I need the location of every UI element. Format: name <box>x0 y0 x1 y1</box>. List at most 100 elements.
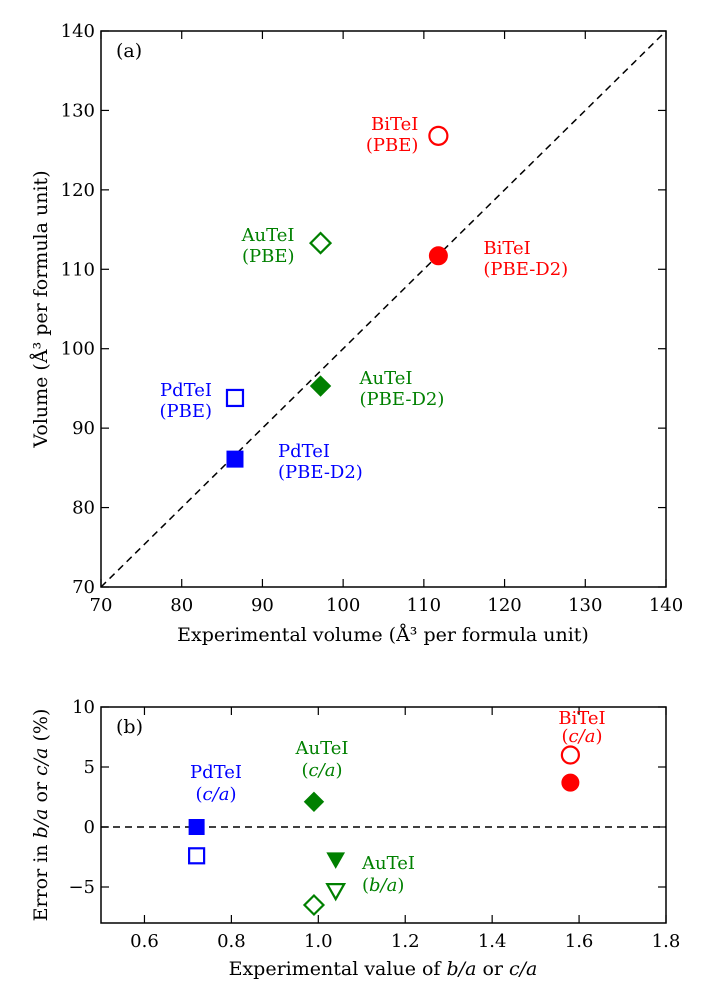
annotation-sub: (c/a) <box>196 784 237 805</box>
annotation-sub: (c/a) <box>562 726 603 747</box>
annotation-paren: ) <box>229 784 236 805</box>
point-bitei-pbe-d2 <box>428 246 448 266</box>
point-pdtei-c-a-pbe-d2 <box>188 819 205 835</box>
annotation: PdTeI (c/a) <box>190 762 242 805</box>
annotation-title: AuTeI <box>361 853 415 874</box>
panel-a-points <box>225 125 449 468</box>
panel-b-annotations: PdTeI (c/a)AuTeI (c/a)AuTeI (b/a)BiTeI (c/a) <box>190 708 606 896</box>
y-tick-label: 130 <box>61 100 95 121</box>
point-label: BiTeI (PBE-D2) <box>483 238 568 280</box>
x-tick-label: 0.8 <box>217 931 246 952</box>
point-label-line: AuTeI <box>241 225 295 246</box>
point-pdtei-pbe <box>225 388 245 408</box>
panel-a-frame <box>100 30 667 588</box>
point-pdtei-c-a-pbe <box>188 847 206 865</box>
y-tick-label: 10 <box>72 697 95 718</box>
point-label-line: PdTeI <box>278 441 330 462</box>
annotation-paren: ( <box>362 875 369 896</box>
annotation-paren: ) <box>397 875 404 896</box>
panel-b-points <box>188 745 580 917</box>
point-autei-b-a-pbe <box>325 882 347 902</box>
panel-b-x-label-part: Experimental value of <box>229 958 447 980</box>
panel-a-label: (a) <box>116 40 142 62</box>
annotation-ratio: c/a <box>309 760 336 781</box>
point-label-line: PdTeI <box>160 380 212 401</box>
panel-b-y-axis-label: Error in b/a or c/a (%) <box>30 709 52 922</box>
point-label: BiTeI (PBE) <box>366 114 419 156</box>
point-label: PdTeI (PBE-D2) <box>278 441 363 483</box>
panel-b-x-label-part: or <box>476 958 509 980</box>
point-bitei-c-a-pbe-d2 <box>561 773 580 792</box>
x-tick-label: 1.4 <box>478 931 507 952</box>
point-label-line: BiTeI <box>483 238 530 259</box>
panel-b-x-ticks: 0.6 0.8 1.0 1.2 1.4 1.6 1.8 <box>130 707 680 952</box>
point-label-line: (PBE-D2) <box>278 462 363 483</box>
panel-a-y-axis-label: Volume (Å³ per formula unit) <box>30 170 52 448</box>
point-autei-c-a-pbe-d2 <box>303 791 325 813</box>
annotation-ratio: b/a <box>369 875 397 896</box>
x-tick-label: 120 <box>487 595 521 616</box>
point-autei-pbe <box>308 231 333 255</box>
x-tick-label: 1.2 <box>391 931 420 952</box>
x-tick-label: 1.6 <box>565 931 594 952</box>
panel-b-label: (b) <box>116 716 143 738</box>
annotation-paren: ( <box>196 784 203 805</box>
x-tick-label: 140 <box>649 595 683 616</box>
point-label-line: (PBE-D2) <box>483 259 568 280</box>
point-label-line: BiTeI <box>371 114 418 135</box>
panel-a-x-ticks: 70 80 90 100 110 120 130 140 <box>90 31 683 616</box>
panel-a-y-ticks: 70 80 90 100 110 120 130 140 <box>61 21 666 598</box>
annotation-title: BiTeI <box>558 708 605 729</box>
x-tick-label: 0.6 <box>130 931 159 952</box>
panel-b-x-axis-label: Experimental value of b/a or c/a <box>229 958 538 980</box>
point-label: AuTeI (PBE) <box>241 225 295 267</box>
annotation-ratio: c/a <box>203 784 230 805</box>
panel-a-reference-line <box>100 30 667 588</box>
panel-b-y-label-part: c/a <box>30 748 52 776</box>
point-label: AuTeI (PBE-D2) <box>359 368 445 410</box>
y-tick-label: 140 <box>61 21 95 42</box>
annotation-title: PdTeI <box>190 762 242 783</box>
point-label-line: (PBE) <box>366 135 419 156</box>
y-tick-label: 110 <box>61 259 95 280</box>
point-label: PdTeI (PBE) <box>159 380 212 422</box>
y-tick-label: 100 <box>61 339 95 360</box>
y-tick-label: 120 <box>61 180 95 201</box>
panel-b-y-label-part: or <box>30 776 52 809</box>
y-tick-label: −5 <box>68 877 95 898</box>
point-pdtei-pbe-d2 <box>226 450 244 468</box>
panel-b-y-ticks: −5 0 5 10 <box>68 697 666 898</box>
panel-b-x-label-part: b/a <box>447 958 477 980</box>
annotation: AuTeI (c/a) <box>295 738 349 781</box>
panel-b-x-label-part: c/a <box>509 958 537 980</box>
x-tick-label: 110 <box>407 595 441 616</box>
point-label-line: (PBE) <box>242 246 295 267</box>
panel-a: 70 80 90 100 110 120 130 140 70 80 90 100 110 120 130… <box>30 21 683 646</box>
annotation-sub: (c/a) <box>302 760 343 781</box>
panel-b-y-label-part: (%) <box>30 709 52 748</box>
panel-b-y-label-part: b/a <box>30 809 52 839</box>
annotation-title: AuTeI <box>295 738 349 759</box>
x-tick-label: 80 <box>170 595 193 616</box>
y-tick-label: 0 <box>84 817 95 838</box>
y-tick-label: 80 <box>72 498 95 519</box>
annotation-paren: ) <box>335 760 342 781</box>
point-label-line: AuTeI <box>359 368 413 389</box>
point-bitei-pbe <box>428 125 449 146</box>
point-autei-pbe-d2 <box>309 375 332 397</box>
y-tick-label: 5 <box>84 757 95 778</box>
x-tick-label: 100 <box>326 595 360 616</box>
panel-b-y-label-part: Error in <box>30 838 52 921</box>
point-autei-b-a-pbe-d2 <box>326 852 346 869</box>
panel-a-point-labels: BiTeI (PBE)BiTeI (PBE-D2)AuTeI (PBE)AuTeI (P… <box>159 114 568 483</box>
panel-b-frame <box>100 706 667 924</box>
y-tick-label: 90 <box>72 418 95 439</box>
annotation-paren: ) <box>595 726 602 747</box>
annotation-paren: ( <box>302 760 309 781</box>
point-autei-c-a-pbe <box>302 893 326 917</box>
annotation: AuTeI (b/a) <box>361 853 415 896</box>
x-tick-label: 90 <box>251 595 274 616</box>
point-bitei-c-a-pbe <box>560 745 580 765</box>
